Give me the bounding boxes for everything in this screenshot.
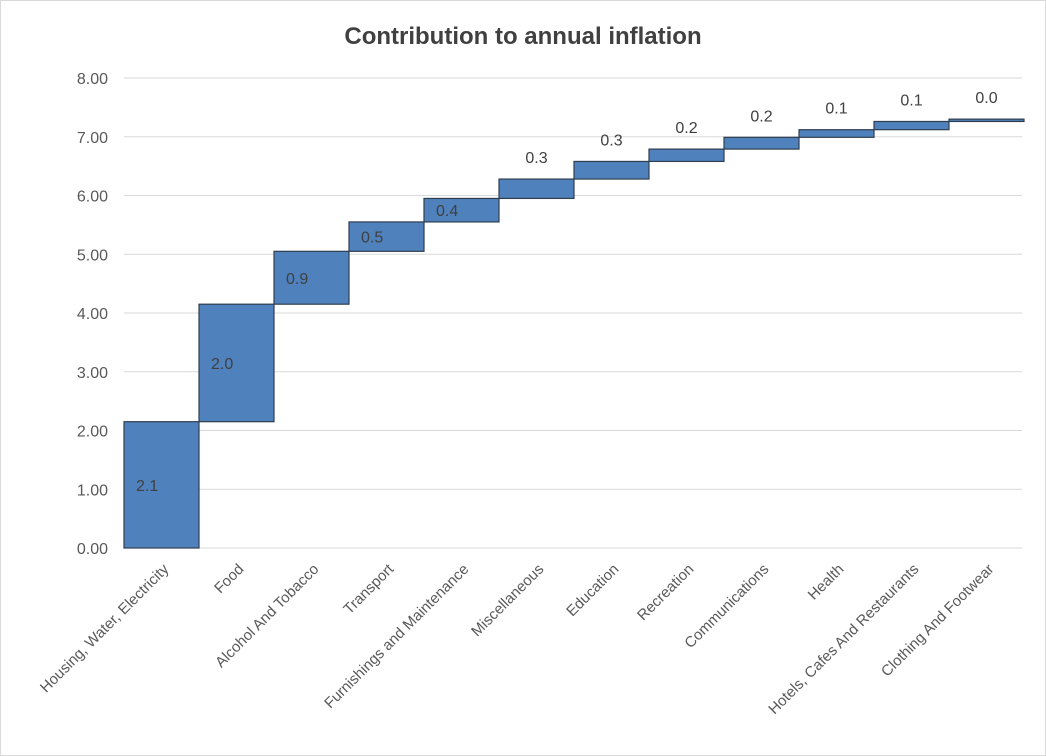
data-label: 0.2: [675, 120, 697, 137]
category-label: Housing, Water, Electricity: [37, 560, 173, 696]
bar: [648, 148, 725, 163]
bar: [273, 250, 350, 305]
data-labels: 2.1 2.0 0.9 0.5 0.4 0.3 0.3 0.2 0.2 0.1 0.1 0.0: [136, 90, 998, 495]
bar: [198, 303, 275, 423]
bar: [798, 129, 875, 138]
y-tick-label: 3.00: [77, 365, 108, 382]
category-label: Education: [563, 561, 622, 620]
gridlines: [124, 77, 1022, 549]
bar: [123, 421, 200, 549]
bar: [723, 136, 800, 150]
category-label: Recreation: [634, 561, 697, 624]
data-label: 0.0: [975, 90, 997, 107]
y-tick-label: 0.00: [77, 541, 108, 558]
category-label: Miscellaneous: [468, 561, 547, 640]
data-label: 0.9: [286, 271, 308, 288]
y-tick-label: 2.00: [77, 424, 108, 441]
data-label: 0.2: [750, 108, 772, 125]
category-label: Food: [211, 561, 247, 597]
data-label: 2.1: [136, 478, 158, 495]
y-tick-label: 5.00: [77, 247, 108, 264]
category-label: Health: [805, 561, 848, 604]
data-label: 0.3: [600, 132, 622, 149]
data-label: 0.1: [825, 101, 847, 118]
bar: [498, 178, 575, 200]
bar: [423, 197, 500, 223]
category-label: Furnishings and Maintenance: [321, 561, 472, 712]
y-axis-ticks: 0.00 1.00 2.00 3.00 4.00 5.00 6.00 7.00 8.00: [77, 71, 108, 558]
y-tick-label: 1.00: [77, 482, 108, 499]
bars: [123, 118, 1025, 549]
y-tick-label: 8.00: [77, 71, 108, 88]
data-label: 0.4: [436, 203, 458, 220]
y-tick-label: 7.00: [77, 130, 108, 147]
bar: [573, 160, 650, 180]
data-label: 0.3: [525, 150, 547, 167]
data-label: 2.0: [211, 356, 233, 373]
y-tick-label: 6.00: [77, 189, 108, 206]
bar: [873, 120, 950, 131]
bar: [348, 221, 425, 252]
data-label: 0.1: [900, 92, 922, 109]
category-label: Transport: [340, 560, 398, 618]
bar: [948, 118, 1025, 123]
chart-title: Contribution to annual inflation: [344, 23, 701, 50]
category-label: Hotels, Cafes And Restaurants: [765, 561, 922, 718]
y-tick-label: 4.00: [77, 306, 108, 323]
data-label: 0.5: [361, 230, 383, 247]
